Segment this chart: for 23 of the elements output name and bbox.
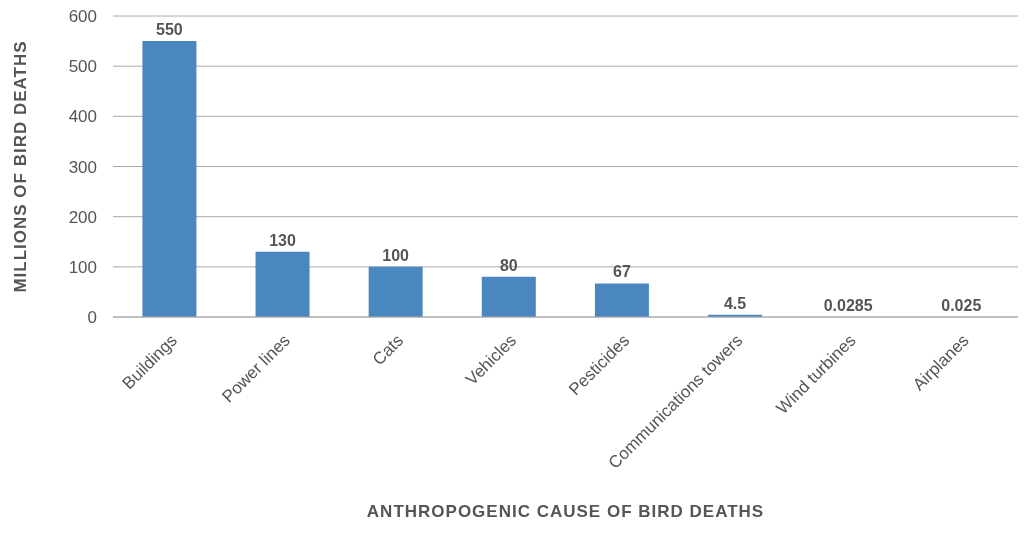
y-tick-label: 200: [68, 207, 97, 227]
x-axis-title: ANTHROPOGENIC CAUSE OF BIRD DEATHS: [366, 502, 765, 521]
bar: [481, 276, 536, 317]
data-label: 100: [382, 246, 410, 264]
bar: [255, 251, 310, 317]
y-tick-label: 500: [68, 57, 97, 77]
bar: [594, 283, 649, 317]
x-tick-label: Cats: [368, 330, 408, 369]
data-label: 67: [613, 263, 631, 281]
bar: [142, 41, 197, 317]
y-tick-label: 100: [68, 257, 97, 277]
data-label: 550: [156, 21, 183, 39]
y-axis-title: MILLIONS OF BIRD DEATHS: [11, 40, 31, 293]
bar: [368, 266, 423, 317]
y-tick-label: 0: [87, 308, 97, 328]
data-label: 130: [269, 231, 296, 249]
data-label: 0.025: [941, 296, 982, 314]
y-tick-label: 300: [68, 157, 97, 177]
y-tick-label: 600: [68, 7, 97, 27]
y-tick-label: 400: [68, 107, 97, 127]
data-label: 4.5: [723, 294, 747, 312]
data-label: 0.0285: [823, 296, 873, 314]
data-label: 80: [499, 256, 518, 274]
